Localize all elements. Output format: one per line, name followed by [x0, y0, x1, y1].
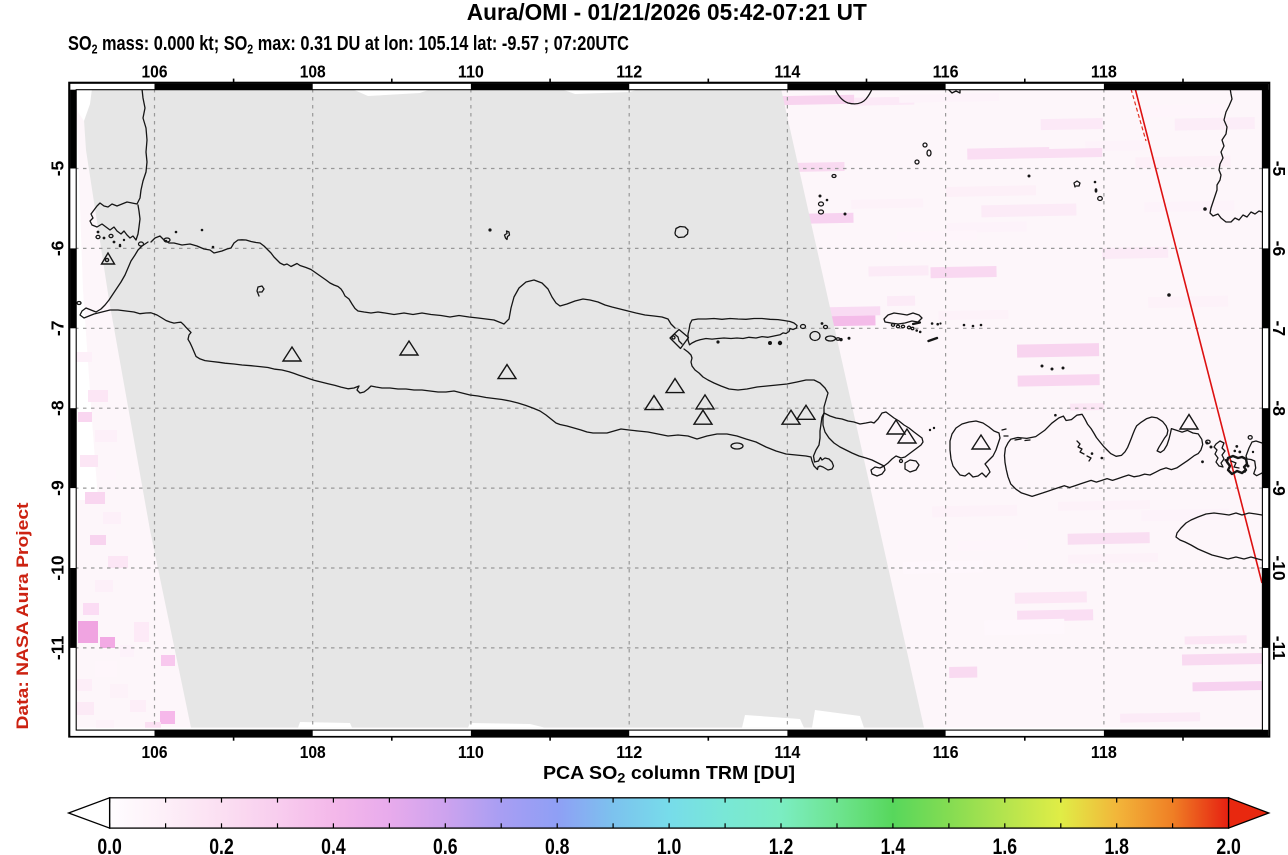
svg-text:-5: -5 — [1269, 161, 1288, 177]
svg-text:106: 106 — [142, 742, 168, 762]
svg-text:110: 110 — [458, 742, 484, 762]
svg-text:-10: -10 — [1269, 555, 1288, 581]
svg-text:PCA SO2 column TRM [DU]: PCA SO 2 column TRM [DU] — [543, 763, 795, 786]
svg-text:110: 110 — [458, 62, 484, 82]
svg-text:-9: -9 — [1269, 480, 1288, 496]
svg-text:1.6: 1.6 — [993, 834, 1018, 855]
svg-text:-8: -8 — [1269, 400, 1288, 416]
svg-text:-7: -7 — [48, 321, 68, 337]
svg-text:1.2: 1.2 — [769, 834, 794, 855]
svg-text:0.6: 0.6 — [433, 834, 458, 855]
svg-text:-9: -9 — [48, 480, 68, 496]
svg-text:116: 116 — [933, 742, 959, 762]
svg-text:106: 106 — [142, 62, 168, 82]
svg-text:-5: -5 — [48, 160, 68, 176]
svg-text:-7: -7 — [1269, 321, 1288, 337]
svg-text:1.4: 1.4 — [881, 834, 906, 855]
svg-text:-8: -8 — [48, 400, 68, 416]
svg-text:1.8: 1.8 — [1104, 834, 1129, 855]
svg-text:-11: -11 — [48, 635, 68, 660]
svg-text:0.0: 0.0 — [97, 834, 122, 855]
svg-text:118: 118 — [1091, 742, 1117, 762]
svg-text:112: 112 — [616, 742, 642, 762]
svg-text:0.2: 0.2 — [209, 834, 234, 855]
svg-text:0.8: 0.8 — [545, 834, 570, 855]
svg-text:SO2 mass: 0.000 kt; SO2 max: 0: SO2 mass: 0.000 kt; SO2 max: 0.31 DU at … — [68, 33, 629, 57]
svg-text:-10: -10 — [48, 555, 68, 581]
svg-text:114: 114 — [774, 742, 800, 762]
svg-text:118: 118 — [1091, 62, 1117, 82]
svg-text:2.0: 2.0 — [1216, 834, 1241, 855]
svg-text:-11: -11 — [1269, 636, 1288, 661]
svg-text:116: 116 — [933, 62, 959, 82]
svg-text:-6: -6 — [1269, 241, 1288, 257]
svg-text:-6: -6 — [48, 240, 68, 256]
svg-text:108: 108 — [300, 62, 326, 82]
svg-text:108: 108 — [300, 742, 326, 762]
svg-text:Aura/OMI - 01/21/2026 05:42-07: Aura/OMI - 01/21/2026 05:42-07:21 UT — [467, 0, 867, 25]
svg-text:Data: NASA Aura Project: Data: NASA Aura Project — [14, 502, 32, 730]
svg-text:114: 114 — [774, 62, 800, 82]
svg-text:0.4: 0.4 — [321, 834, 346, 855]
svg-text:1.0: 1.0 — [657, 834, 682, 855]
svg-text:112: 112 — [616, 62, 642, 82]
